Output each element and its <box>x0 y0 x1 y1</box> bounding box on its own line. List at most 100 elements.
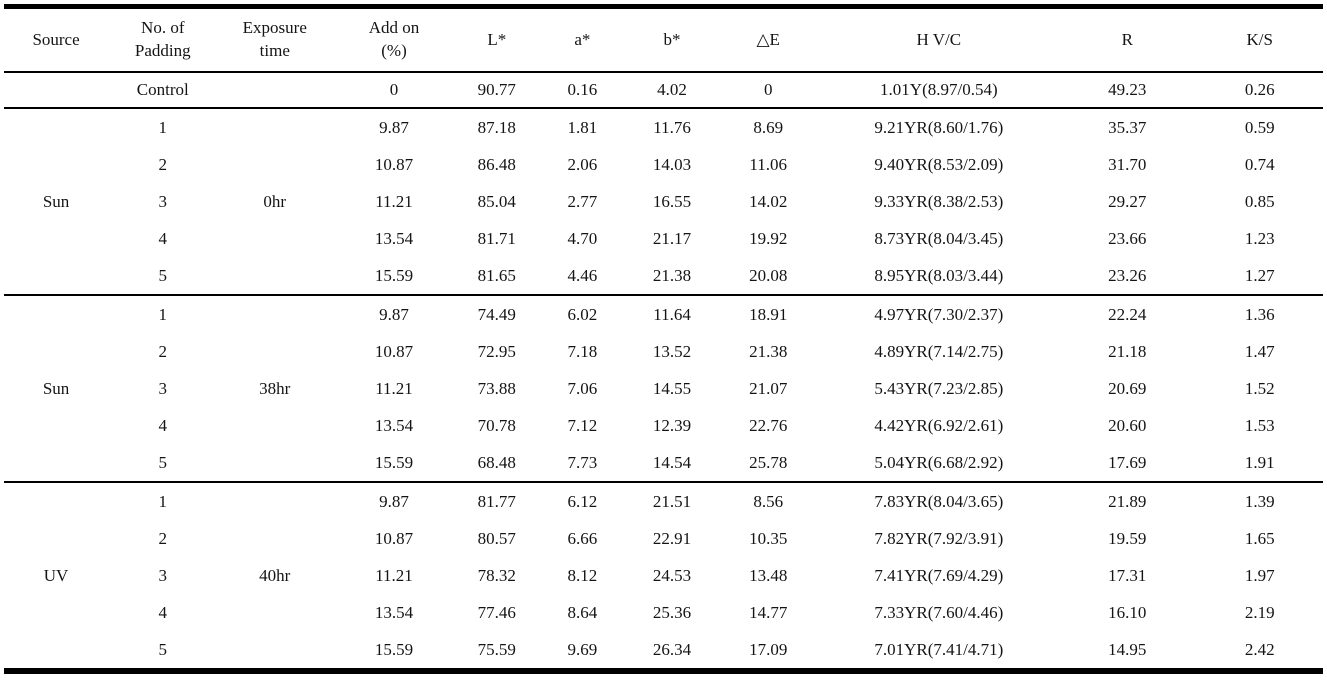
cell-astar: 2.06 <box>567 154 598 174</box>
data-row: 4 13.54 81.71 4.70 21.17 19.92 8.73YR(8.04/3.4… <box>4 220 1323 257</box>
column-header-padding: No. of Padding <box>108 7 217 73</box>
column-header-lstar: L* <box>456 7 538 73</box>
cell-astar: 7.06 <box>567 378 598 398</box>
cell-lstar: 87.18 <box>477 117 516 137</box>
cell-astar: 0.16 <box>567 80 598 99</box>
cell-padding: 5 <box>158 452 168 472</box>
cell-astar: 7.73 <box>567 452 598 472</box>
cell-padding: 4 <box>158 228 168 248</box>
cell-padding: 5 <box>158 265 168 285</box>
data-row: UV 1 40hr 9.87 81.77 6.12 21.51 8.56 7.83YR(8.04… <box>4 482 1323 585</box>
cell-lstar: 81.65 <box>477 265 516 285</box>
cell-hvc: 7.33YR(7.60/4.46) <box>874 602 1004 622</box>
cell-bstar: 14.03 <box>652 154 692 174</box>
data-row: 2 10.87 86.48 2.06 14.03 11.06 9.40YR(8.53/2.0… <box>4 146 1323 183</box>
column-header-text: b* <box>663 29 681 49</box>
cell-ks: 0.74 <box>1244 154 1275 174</box>
cell-r: 35.37 <box>1108 117 1147 137</box>
cell-hvc: 7.01YR(7.41/4.71) <box>874 639 1004 659</box>
cell-ks: 2.19 <box>1244 602 1275 622</box>
data-row: 2 10.87 72.95 7.18 13.52 21.38 4.89YR(7.14/2.7… <box>4 333 1323 370</box>
data-row: 3 11.21 85.04 2.77 16.55 14.02 9.33YR(8.38/2.5… <box>4 183 1323 220</box>
data-row: 5 15.59 68.48 7.73 14.54 25.78 5.04YR(6.68/2.9… <box>4 444 1323 482</box>
cell-lstar: 90.77 <box>477 80 516 99</box>
cell-hvc: 9.21YR(8.60/1.76) <box>874 117 1004 137</box>
cell-astar: 9.69 <box>567 639 598 659</box>
cell-r: 49.23 <box>1108 80 1147 99</box>
cell-lstar: 75.59 <box>477 639 516 659</box>
cell-lstar: 68.48 <box>477 452 516 472</box>
cell-lstar: 70.78 <box>477 415 516 435</box>
cell-ks: 1.36 <box>1244 304 1275 324</box>
cell-bstar: 24.53 <box>652 565 692 585</box>
cell-hvc: 9.40YR(8.53/2.09) <box>874 154 1004 174</box>
cell-ks: 1.97 <box>1244 565 1275 585</box>
column-header-text: Exposure <box>242 18 307 38</box>
cell-addon: 9.87 <box>379 304 409 324</box>
cell-bstar: 21.17 <box>652 228 692 248</box>
cell-deltae: 17.09 <box>749 639 788 659</box>
column-header-ks: K/S <box>1196 7 1323 73</box>
cell-lstar: 78.32 <box>477 565 516 585</box>
cell-astar: 7.18 <box>567 341 598 361</box>
cell-bstar: 12.39 <box>652 415 692 435</box>
cell-addon: 0 <box>389 80 399 99</box>
cell-r: 22.24 <box>1108 304 1147 324</box>
cell-ks: 1.52 <box>1244 378 1275 398</box>
cell-padding: Control <box>136 80 189 99</box>
cell-addon: 11.21 <box>375 565 413 585</box>
cell-padding: 3 <box>158 565 168 585</box>
header-row: Source No. of Padding Exposure time Add on (%)… <box>4 7 1323 73</box>
cell-hvc: 7.82YR(7.92/3.91) <box>874 528 1004 548</box>
column-header-text: H V/C <box>916 29 962 49</box>
cell-lstar: 81.77 <box>477 491 516 511</box>
cell-deltae: 22.76 <box>749 415 788 435</box>
column-header-addon: Add on (%) <box>332 7 456 73</box>
cell-addon: 9.87 <box>379 117 409 137</box>
cell-ks: 0.85 <box>1244 191 1275 211</box>
cell-lstar: 77.46 <box>477 602 516 622</box>
data-row: 5 15.59 75.59 9.69 26.34 17.09 7.01YR(7.41/4.7… <box>4 631 1323 671</box>
cell-addon: 11.21 <box>375 191 413 211</box>
cell-bstar: 14.55 <box>652 378 692 398</box>
cell-deltae: 21.38 <box>749 341 788 361</box>
cell-r: 17.69 <box>1108 452 1147 472</box>
cell-r: 16.10 <box>1108 602 1147 622</box>
cell-astar: 1.81 <box>567 117 598 137</box>
data-row: 4 13.54 77.46 8.64 25.36 14.77 7.33YR(7.60/4.4… <box>4 594 1323 631</box>
cell-deltae: 11.06 <box>749 154 787 174</box>
data-row: 3 11.21 73.88 7.06 14.55 21.07 5.43YR(7.23/2.8… <box>4 370 1323 407</box>
data-row: Sun 1 38hr 9.87 74.49 6.02 11.64 18.91 4.97YR(7.… <box>4 295 1323 398</box>
column-header-bstar: b* <box>627 7 717 73</box>
cell-addon: 10.87 <box>374 341 414 361</box>
cell-deltae: 19.92 <box>749 228 788 248</box>
cell-hvc: 4.42YR(6.92/2.61) <box>874 415 1004 435</box>
cell-astar: 2.77 <box>567 191 598 211</box>
cell-bstar: 14.54 <box>652 452 692 472</box>
cell-deltae: 14.77 <box>749 602 788 622</box>
cell-astar: 4.46 <box>567 265 598 285</box>
cell-ks: 1.91 <box>1244 452 1275 472</box>
column-header-text: Padding <box>134 41 191 60</box>
cell-hvc: 5.04YR(6.68/2.92) <box>874 452 1004 472</box>
cell-exposure: 40hr <box>259 565 291 585</box>
color-measurement-table: Source No. of Padding Exposure time Add on (%)… <box>4 4 1323 674</box>
column-header-text: R <box>1121 29 1133 49</box>
cell-deltae: 18.91 <box>749 304 788 324</box>
column-header-text: K/S <box>1246 29 1273 49</box>
column-header-deltae: △E <box>717 7 820 73</box>
cell-bstar: 22.91 <box>652 528 692 548</box>
cell-deltae: 13.48 <box>749 565 788 585</box>
cell-padding: 1 <box>158 491 168 511</box>
cell-bstar: 26.34 <box>652 639 692 659</box>
cell-ks: 1.39 <box>1244 491 1275 511</box>
cell-deltae: 21.07 <box>749 378 788 398</box>
cell-addon: 13.54 <box>374 228 414 248</box>
cell-addon: 13.54 <box>374 602 414 622</box>
data-row: 5 15.59 81.65 4.46 21.38 20.08 8.95YR(8.03/3.4… <box>4 257 1323 295</box>
data-row: Sun 1 0hr 9.87 87.18 1.81 11.76 8.69 9.21YR(8.60… <box>4 108 1323 211</box>
cell-bstar: 13.52 <box>652 341 692 361</box>
cell-hvc: 7.41YR(7.69/4.29) <box>874 565 1004 585</box>
cell-astar: 6.66 <box>567 528 598 548</box>
